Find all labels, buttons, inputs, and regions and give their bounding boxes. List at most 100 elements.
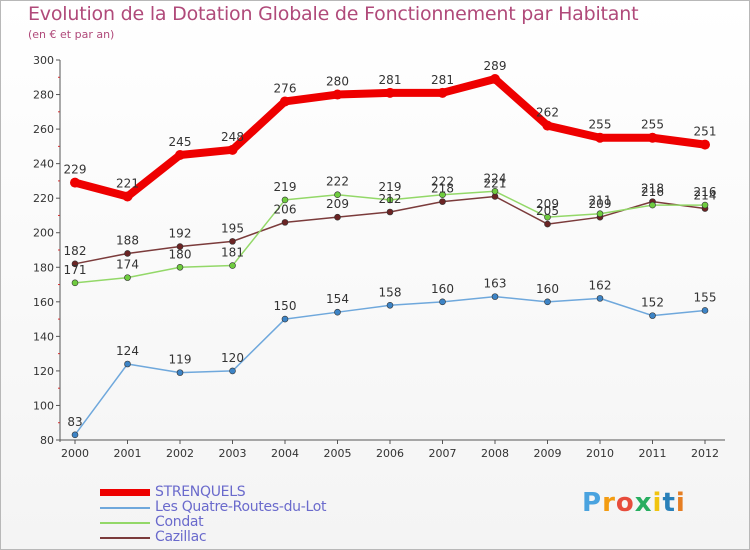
y-tick-label: 120 <box>33 365 54 378</box>
x-tick-label: 2005 <box>324 447 352 460</box>
data-point-les-quatre-routes-du-lot <box>71 431 79 439</box>
logo-letter: i <box>675 488 686 518</box>
data-point-condat <box>596 210 604 218</box>
data-point-cazillac <box>334 213 341 221</box>
logo-letter: t <box>662 488 676 518</box>
legend-label: Cazillac <box>155 529 207 545</box>
data-label-strenquels: 255 <box>589 118 612 132</box>
data-point-cazillac <box>124 250 131 257</box>
proxiti-logo: Proxiti <box>582 488 686 518</box>
chart-title: Evolution de la Dotation Globale de Fonc… <box>28 3 639 25</box>
chart-subtitle: (en € et par an) <box>28 28 115 41</box>
data-point-cazillac <box>281 219 289 226</box>
data-label-cazillac: 209 <box>326 197 349 211</box>
logo-letter: o <box>615 488 635 518</box>
data-point-les-quatre-routes-du-lot <box>229 367 236 375</box>
data-label-condat: 216 <box>694 185 717 199</box>
data-label-condat: 211 <box>589 194 612 208</box>
data-point-les-quatre-routes-du-lot <box>701 307 709 314</box>
data-point-cazillac <box>544 220 551 228</box>
data-label-cazillac: 212 <box>379 192 402 206</box>
data-point-les-quatre-routes-du-lot <box>176 369 184 376</box>
data-point-condat <box>229 262 236 269</box>
data-label-cazillac: 214 <box>694 189 717 203</box>
y-tick-label: 220 <box>33 192 54 205</box>
data-point-les-quatre-routes-du-lot <box>439 298 446 306</box>
data-label-cazillac: 192 <box>169 227 192 241</box>
data-point-cazillac <box>71 260 79 268</box>
data-point-cazillac <box>439 198 446 205</box>
data-label-condat: 209 <box>536 197 559 211</box>
data-label-condat: 222 <box>326 175 349 189</box>
data-point-strenquels <box>280 96 290 107</box>
data-label-les-quatre-routes-du-lot: 154 <box>326 292 349 306</box>
x-tick-label: 2001 <box>114 447 142 460</box>
data-label-strenquels: 251 <box>694 125 717 139</box>
x-tick-label: 2012 <box>691 447 719 460</box>
data-point-condat <box>491 187 499 195</box>
data-point-strenquels <box>542 120 553 131</box>
logo-letter: P <box>582 488 603 518</box>
legend-label: Les Quatre-Routes-du-Lot <box>155 499 327 515</box>
data-point-condat <box>544 213 551 221</box>
y-tick-label: 80 <box>40 434 54 447</box>
data-label-strenquels: 262 <box>536 106 559 120</box>
y-tick-label: 280 <box>33 89 54 102</box>
data-label-les-quatre-routes-du-lot: 163 <box>484 277 507 291</box>
data-point-les-quatre-routes-du-lot <box>544 298 551 306</box>
y-tick-label: 160 <box>33 296 54 309</box>
x-tick-label: 2007 <box>429 447 457 460</box>
x-tick-label: 2009 <box>534 447 562 460</box>
data-label-les-quatre-routes-du-lot: 119 <box>169 353 192 367</box>
logo-letter: x <box>634 488 653 518</box>
data-label-cazillac: 205 <box>536 204 559 218</box>
data-label-les-quatre-routes-du-lot: 158 <box>379 285 402 299</box>
data-point-les-quatre-routes-du-lot <box>334 308 341 316</box>
data-point-les-quatre-routes-du-lot <box>386 301 394 309</box>
legend-swatch <box>100 537 150 539</box>
data-point-condat <box>439 191 446 199</box>
data-point-condat <box>701 201 709 209</box>
x-tick-label: 2003 <box>219 447 247 460</box>
data-point-condat <box>649 201 656 209</box>
data-label-condat: 171 <box>64 263 87 277</box>
data-point-condat <box>124 274 131 281</box>
data-label-les-quatre-routes-du-lot: 162 <box>589 278 612 292</box>
data-point-les-quatre-routes-du-lot <box>491 293 499 300</box>
data-label-condat: 216 <box>641 185 664 199</box>
data-label-strenquels: 280 <box>326 75 349 89</box>
data-label-condat: 224 <box>484 171 507 185</box>
legend-label: Condat <box>155 514 204 530</box>
legend-swatch <box>100 489 150 496</box>
data-label-les-quatre-routes-du-lot: 83 <box>67 415 82 429</box>
data-point-strenquels <box>70 177 80 188</box>
y-tick-label: 240 <box>33 158 54 171</box>
data-label-strenquels: 276 <box>274 81 297 95</box>
data-label-strenquels: 289 <box>484 59 507 73</box>
data-point-strenquels <box>227 144 238 155</box>
data-point-les-quatre-routes-du-lot <box>124 360 131 368</box>
data-point-les-quatre-routes-du-lot <box>596 295 604 302</box>
data-label-les-quatre-routes-du-lot: 160 <box>536 282 559 296</box>
data-point-cazillac <box>176 243 184 250</box>
x-tick-label: 2011 <box>639 447 667 460</box>
data-label-cazillac: 221 <box>484 176 507 190</box>
data-label-cazillac: 182 <box>64 244 87 258</box>
logo-letter: i <box>652 488 663 518</box>
y-tick-label: 200 <box>33 227 54 240</box>
data-point-condat <box>176 263 184 271</box>
data-point-condat <box>281 196 289 204</box>
data-label-strenquels: 229 <box>64 163 87 177</box>
data-point-strenquels <box>647 132 658 143</box>
data-label-cazillac: 218 <box>431 182 454 196</box>
y-tick-label: 260 <box>33 123 54 136</box>
y-tick-label: 300 <box>33 54 54 67</box>
data-label-strenquels: 281 <box>431 73 454 87</box>
data-label-condat: 181 <box>221 246 244 260</box>
data-label-strenquels: 281 <box>379 73 402 87</box>
data-point-strenquels <box>175 150 185 160</box>
data-label-cazillac: 188 <box>116 233 139 247</box>
data-label-les-quatre-routes-du-lot: 124 <box>116 344 139 358</box>
data-point-cazillac <box>229 238 236 245</box>
data-label-strenquels: 255 <box>641 118 664 132</box>
